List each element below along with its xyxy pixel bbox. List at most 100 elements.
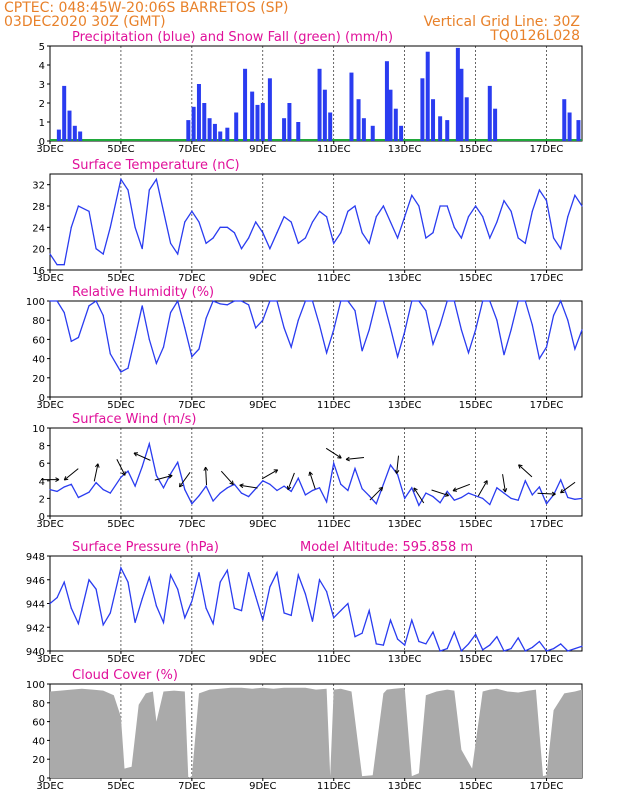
humidity-point-17 (177, 300, 179, 302)
cloud-cover-xtick-label-7: 17DEC (530, 781, 564, 792)
wind-xtick-label-7: 17DEC (530, 519, 564, 530)
temperature-point-39 (333, 242, 335, 244)
wind-arrow-shaft-63 (502, 474, 506, 493)
precip-bar-41 (487, 85, 492, 141)
humidity-point-59 (475, 329, 477, 331)
humidity-point-33 (290, 346, 292, 348)
temperature-point-25 (233, 232, 236, 234)
temperature-point-23 (219, 226, 221, 228)
precip-bar-44 (567, 112, 572, 141)
temperature-point-38 (326, 216, 328, 218)
wind-arrow-shaft-18 (179, 472, 191, 488)
pressure-point-5 (88, 579, 90, 581)
temperature-point-24 (226, 226, 228, 228)
wind-ytick-label-3: 6 (39, 459, 45, 470)
wind-point-59 (475, 495, 477, 497)
humidity-point-7 (102, 314, 104, 316)
humidity-ytick-label-0: 0 (39, 393, 45, 404)
precip-bar-30 (388, 89, 393, 141)
wind-point-53 (432, 496, 434, 498)
temperature-xtick-label-2: 7DEC (178, 273, 205, 284)
temperature-point-36 (311, 221, 314, 223)
humidity-point-3 (70, 340, 72, 342)
temperature-point-55 (446, 205, 448, 207)
temperature-point-42 (354, 205, 356, 207)
humidity-xtick-label-7: 17DEC (530, 400, 564, 411)
humidity-point-49 (404, 331, 406, 333)
precip-bar-29 (384, 61, 389, 142)
pressure-point-1 (56, 596, 58, 599)
pressure-point-32 (283, 612, 285, 614)
precip-bar-33 (420, 78, 425, 141)
temperature-point-3 (70, 226, 72, 228)
wind-arrow-shaft-42 (346, 457, 365, 460)
humidity-point-53 (432, 343, 434, 345)
pressure-point-69 (545, 650, 548, 652)
pressure-point-73 (574, 648, 576, 650)
temperature-point-66 (524, 242, 526, 244)
precip-bar-16 (255, 104, 260, 141)
temperature-xtick-label-6: 15DEC (459, 273, 493, 284)
temperature-point-14 (155, 178, 157, 180)
temperature-point-43 (361, 232, 363, 234)
temperature-point-46 (382, 205, 384, 207)
pressure-point-53 (432, 631, 434, 633)
humidity-point-55 (446, 300, 448, 302)
pressure-xtick-label-5: 13DEC (388, 654, 422, 665)
wind-point-0 (49, 489, 51, 491)
pressure-point-47 (389, 619, 392, 621)
pressure-point-62 (496, 636, 498, 638)
wind-point-22 (212, 500, 214, 502)
wind-point-55 (446, 490, 448, 492)
humidity-point-45 (375, 300, 377, 302)
temperature-point-12 (141, 248, 143, 250)
temperature-xtick-label-7: 17DEC (530, 273, 564, 284)
pressure-xtick-label-7: 17DEC (530, 654, 564, 665)
wind-point-29 (262, 480, 264, 482)
wind-arrow-shaft-60 (477, 480, 488, 497)
humidity-point-64 (510, 329, 512, 331)
wind-arrow-head-15 (168, 474, 173, 479)
humidity-point-50 (411, 300, 413, 302)
temperature-point-47 (389, 221, 392, 223)
wind-arrow-head-9 (121, 471, 126, 476)
pressure-ytick-label-3: 946 (26, 576, 45, 587)
humidity-point-9 (120, 371, 122, 373)
temperature-ytick-label-1: 20 (32, 245, 45, 256)
wind-ytick-label-5: 10 (32, 424, 45, 435)
pressure-point-72 (567, 650, 569, 652)
humidity-point-27 (248, 304, 250, 306)
wind-point-44 (368, 495, 370, 497)
pressure-point-11 (134, 621, 136, 624)
temperature-point-41 (347, 210, 349, 212)
wind-arrow-head-12 (133, 452, 139, 457)
wind-arrow-head-33 (286, 485, 292, 491)
wind-arrow-shaft-12 (133, 452, 151, 461)
precipitation-plot-area (49, 45, 583, 142)
humidity-point-56 (453, 300, 455, 302)
wind-point-31 (276, 489, 278, 492)
wind-arrow-shaft-36 (309, 471, 316, 490)
humidity-point-70 (553, 314, 555, 316)
humidity-point-42 (354, 310, 356, 312)
precip-bar-12 (225, 127, 230, 141)
pressure-point-10 (127, 581, 129, 583)
temperature-point-60 (482, 216, 484, 218)
pressure-point-22 (212, 623, 214, 625)
wind-ytick-label-0: 0 (39, 512, 45, 523)
precipitation-xtick-label-0: 3DEC (36, 144, 63, 155)
humidity-point-14 (155, 362, 157, 364)
pressure-xtick-label-6: 15DEC (459, 654, 493, 665)
temperature-point-58 (467, 216, 470, 218)
pressure-point-44 (368, 610, 370, 612)
wind-arrow-shaft-45 (369, 486, 384, 501)
wind-arrow-shaft-66 (518, 464, 533, 478)
precip-bar-1 (62, 85, 67, 141)
wind-xtick-label-4: 11DEC (317, 519, 351, 530)
pressure-point-74 (581, 645, 583, 647)
pressure-point-45 (375, 643, 377, 645)
temperature-point-5 (88, 210, 90, 212)
pressure-ytick-label-2: 944 (26, 600, 45, 611)
precip-bar-36 (438, 116, 443, 141)
